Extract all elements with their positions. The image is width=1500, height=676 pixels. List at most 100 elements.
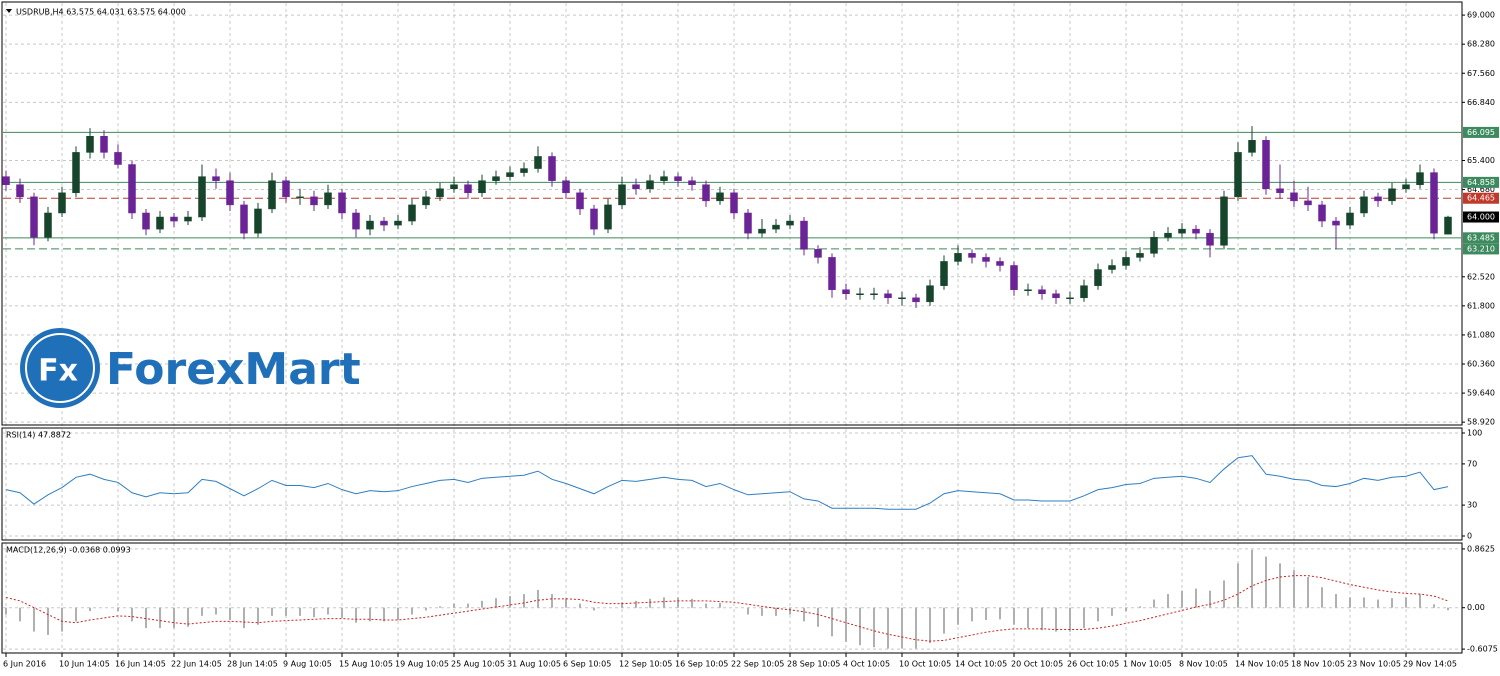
x-tick-label: 28 Jun 14:05 bbox=[227, 660, 278, 669]
candle-body bbox=[1206, 232, 1214, 246]
x-tick-label: 16 Sep 10:05 bbox=[675, 660, 728, 669]
candle-body bbox=[856, 293, 864, 295]
candle-body bbox=[352, 212, 360, 230]
menu-arrow bbox=[6, 9, 12, 13]
grid-layer bbox=[3, 3, 1461, 652]
logo: Fx ForexMart bbox=[20, 328, 361, 408]
candle-body bbox=[142, 212, 150, 230]
y-tick-label: 69.000 bbox=[1467, 11, 1495, 20]
candle-body bbox=[940, 261, 948, 286]
x-tick-label: 15 Aug 10:05 bbox=[339, 660, 393, 669]
candle-body bbox=[44, 212, 52, 238]
candle-body bbox=[170, 216, 178, 222]
candle-body bbox=[268, 180, 276, 210]
x-tick-label: 9 Aug 10:05 bbox=[283, 660, 332, 669]
candle-body bbox=[730, 192, 738, 214]
x-tick-label: 18 Nov 10:05 bbox=[1291, 660, 1345, 669]
candle-body bbox=[1318, 204, 1326, 222]
candle-body bbox=[982, 257, 990, 262]
macd-pane bbox=[1, 542, 1463, 654]
candle-body bbox=[408, 204, 416, 222]
y-tick-label: 66.840 bbox=[1467, 98, 1495, 107]
candle-body bbox=[1108, 265, 1116, 270]
candle-body bbox=[1402, 184, 1410, 189]
candle-body bbox=[1304, 200, 1312, 206]
x-tick-label: 14 Nov 10:05 bbox=[1235, 660, 1289, 669]
candle-body bbox=[926, 285, 934, 303]
candle-body bbox=[898, 297, 906, 300]
candle-body bbox=[310, 196, 318, 206]
candle-body bbox=[702, 184, 710, 202]
y-tick-label: 70 bbox=[1467, 459, 1477, 468]
x-tick-label: 6 Jun 2016 bbox=[3, 660, 46, 669]
candle-body bbox=[520, 168, 528, 173]
candle-body bbox=[576, 192, 584, 210]
level-label: 64.465 bbox=[1467, 194, 1495, 203]
candle-body bbox=[968, 253, 976, 258]
candle-body bbox=[1080, 285, 1088, 299]
y-tick-label: 61.800 bbox=[1467, 301, 1495, 310]
x-tick-label: 22 Jun 14:05 bbox=[171, 660, 222, 669]
candle-body bbox=[1122, 257, 1130, 266]
candle-body bbox=[422, 196, 430, 206]
candle-body bbox=[1332, 220, 1340, 226]
candle-body bbox=[212, 176, 220, 181]
candle-body bbox=[828, 257, 836, 290]
candle-body bbox=[184, 216, 192, 222]
candle-body bbox=[464, 184, 472, 194]
candle-body bbox=[1024, 289, 1032, 291]
x-tick-label: 4 Oct 10:05 bbox=[843, 660, 890, 669]
x-tick-label: 23 Nov 10:05 bbox=[1347, 660, 1401, 669]
bid-label: 64.000 bbox=[1467, 213, 1495, 222]
candle-body bbox=[716, 192, 724, 202]
y-tick-label: 62.520 bbox=[1467, 272, 1495, 281]
logo-icon: Fx bbox=[38, 354, 78, 389]
candle-body bbox=[814, 249, 822, 258]
candle-body bbox=[688, 180, 696, 185]
candle-body bbox=[1388, 188, 1396, 202]
x-tick-label: 19 Aug 10:05 bbox=[395, 660, 449, 669]
bid-label-box bbox=[1463, 211, 1499, 223]
candle-body bbox=[912, 297, 920, 303]
level-label-box bbox=[1463, 243, 1499, 255]
macd-signal bbox=[5, 575, 1449, 642]
candle-body bbox=[1374, 196, 1382, 202]
y-tick-label: 0 bbox=[1467, 532, 1472, 541]
candle-body bbox=[1276, 188, 1284, 194]
candle-body bbox=[1052, 293, 1060, 299]
x-tick-label: 22 Sep 10:05 bbox=[731, 660, 784, 669]
candle-body bbox=[660, 176, 668, 181]
candle-body bbox=[1192, 228, 1200, 234]
candle-body bbox=[604, 204, 612, 230]
candle-body bbox=[674, 176, 682, 181]
y-tick-label: 58.920 bbox=[1467, 418, 1495, 427]
candle-body bbox=[632, 184, 640, 189]
candle-body bbox=[954, 253, 962, 262]
candle-body bbox=[800, 220, 808, 250]
candle-body bbox=[1164, 232, 1172, 238]
candle-body bbox=[156, 216, 164, 230]
candle-body bbox=[1346, 212, 1354, 226]
candle-body bbox=[1234, 152, 1242, 198]
candle-body bbox=[1444, 216, 1452, 235]
x-tick-label: 25 Aug 10:05 bbox=[451, 660, 505, 669]
candle-body bbox=[1066, 297, 1074, 300]
y-tick-label: 30 bbox=[1467, 501, 1477, 510]
candle-body bbox=[1178, 228, 1186, 234]
candle-body bbox=[2, 176, 10, 185]
y-tick-label: 60.360 bbox=[1467, 360, 1495, 369]
candle-body bbox=[758, 228, 766, 234]
level-label: 63.210 bbox=[1467, 244, 1495, 253]
candle-body bbox=[646, 180, 654, 190]
candle-body bbox=[450, 184, 458, 189]
price-header: USDRUB,H4 63.575 64.031 63.575 64.000 bbox=[16, 8, 186, 17]
candle-body bbox=[86, 136, 94, 153]
level-label-box bbox=[1463, 126, 1499, 138]
candle-body bbox=[366, 220, 374, 230]
logo-circle bbox=[20, 328, 100, 408]
rsi-pane bbox=[1, 427, 1463, 541]
y-tick-label: 64.680 bbox=[1467, 185, 1495, 194]
candle-body bbox=[506, 172, 514, 177]
